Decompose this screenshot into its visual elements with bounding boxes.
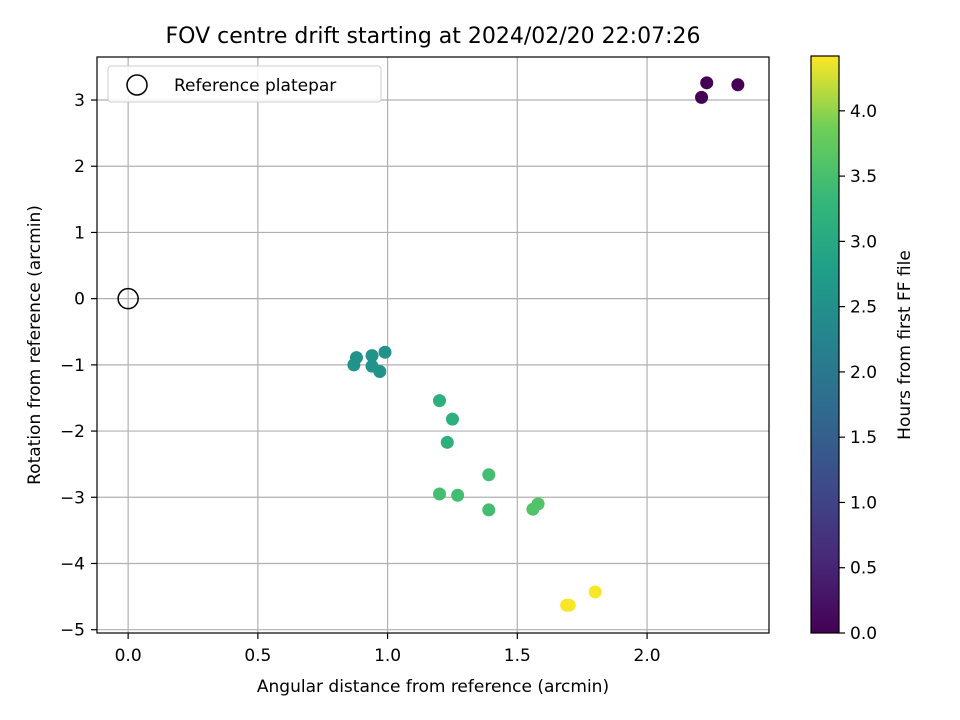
colorbar-tick-label: 4.0 bbox=[850, 102, 877, 122]
x-tick-label: 0.5 bbox=[244, 646, 271, 666]
x-tick-label: 1.5 bbox=[504, 646, 531, 666]
colorbar-tick-label: 1.0 bbox=[850, 493, 877, 513]
y-tick-label: 3 bbox=[74, 91, 85, 111]
colorbar-label: Hours from first FF file bbox=[895, 250, 915, 440]
colorbar-tick-label: 1.5 bbox=[850, 428, 877, 448]
y-tick-label: −1 bbox=[60, 356, 85, 376]
data-point bbox=[526, 502, 540, 516]
y-tick-label: −3 bbox=[60, 488, 85, 508]
y-axis-label: Rotation from reference (arcmin) bbox=[25, 205, 45, 485]
colorbar-frame bbox=[810, 55, 840, 634]
colorbar-ticks: 0.0 0.5 1.0 1.5 2.0 2.5 3.0 3.5 4.0 bbox=[839, 102, 877, 644]
x-axis-ticks: 0.0 0.5 1.0 1.5 2.0 bbox=[115, 633, 661, 666]
plot-area bbox=[96, 56, 770, 634]
plot-frame bbox=[96, 56, 770, 634]
reference-platepar-marker bbox=[117, 287, 139, 310]
colorbar: 0.0 0.5 1.0 1.5 2.0 2.5 3.0 3.5 4.0 Hours from f… bbox=[810, 55, 915, 644]
x-tick-label: 1.0 bbox=[374, 646, 401, 666]
data-point bbox=[373, 364, 387, 378]
data-point bbox=[588, 585, 602, 599]
colorbar-tick-label: 2.0 bbox=[850, 363, 877, 383]
legend: Reference platepar bbox=[107, 65, 382, 103]
colorbar-gradient bbox=[811, 56, 839, 633]
data-point bbox=[482, 468, 496, 482]
x-tick-label: 0.0 bbox=[115, 646, 142, 666]
data-point bbox=[378, 345, 392, 359]
colorbar-tick-label: 0.0 bbox=[850, 624, 877, 644]
colorbar-tick-label: 2.5 bbox=[850, 298, 877, 318]
data-points bbox=[347, 76, 745, 612]
data-point bbox=[731, 78, 745, 92]
y-tick-label: −2 bbox=[60, 422, 85, 442]
colorbar-tick-label: 3.5 bbox=[850, 167, 877, 187]
data-point bbox=[451, 488, 465, 502]
data-point bbox=[432, 394, 446, 408]
chart-title: FOV centre drift starting at 2024/02/20 … bbox=[166, 24, 701, 49]
data-point bbox=[432, 487, 446, 501]
colorbar-tick-label: 0.5 bbox=[850, 559, 877, 579]
legend-box bbox=[107, 65, 382, 103]
y-axis-ticks: −5 −4 −3 −2 −1 0 1 2 3 bbox=[60, 91, 97, 641]
data-point bbox=[695, 90, 709, 104]
y-tick-label: 0 bbox=[74, 290, 85, 310]
x-tick-label: 2.0 bbox=[634, 646, 661, 666]
data-point bbox=[440, 435, 454, 449]
x-axis-label: Angular distance from reference (arcmin) bbox=[257, 677, 609, 697]
plot-background bbox=[97, 57, 769, 633]
grid-lines bbox=[97, 57, 769, 633]
y-tick-label: 2 bbox=[74, 157, 85, 177]
data-point bbox=[562, 598, 576, 612]
data-point bbox=[482, 503, 496, 517]
legend-marker-icon bbox=[126, 74, 148, 96]
y-tick-label: 1 bbox=[74, 223, 85, 243]
data-point bbox=[445, 412, 459, 426]
data-point bbox=[365, 349, 379, 363]
y-tick-label: −4 bbox=[60, 554, 85, 574]
data-point bbox=[347, 358, 361, 372]
y-tick-label: −5 bbox=[60, 621, 85, 641]
colorbar-tick-label: 3.0 bbox=[850, 232, 877, 252]
legend-label-reference-platepar: Reference platepar bbox=[174, 76, 336, 96]
data-point bbox=[700, 76, 714, 90]
